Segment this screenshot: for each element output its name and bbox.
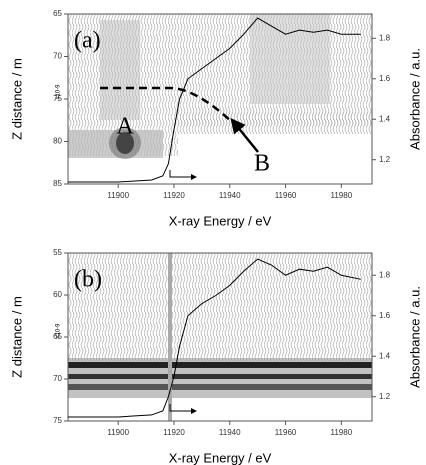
- x-tick-label: 11960: [275, 191, 297, 200]
- y-tick-label: 85: [53, 179, 62, 188]
- x-axis-label: X-ray Energy / eV: [169, 213, 272, 228]
- y2-axis-label: Absorbance / a.u.: [407, 286, 422, 388]
- absorbance-line: [68, 17, 361, 183]
- y-tick-label: 55: [53, 248, 62, 257]
- arrow: [169, 404, 197, 414]
- y2-tick-label: 1.2: [379, 155, 391, 164]
- y2-tick-label: 1.4: [379, 114, 391, 123]
- y-tick-label: 65: [53, 9, 62, 18]
- exponent-label: x10-9: [56, 323, 62, 339]
- y2-tick-label: 1.2: [379, 392, 391, 401]
- panel-label: (b): [74, 267, 102, 293]
- x-tick-label: 11980: [330, 191, 352, 200]
- y-tick-label: 70: [53, 52, 62, 61]
- contour-texture: [68, 253, 372, 421]
- x-axis-label: X-ray Energy / eV: [169, 450, 272, 465]
- y-tick-label: 60: [53, 290, 62, 299]
- y2-tick-label: 1.6: [379, 311, 391, 320]
- x-tick-label: 11920: [163, 191, 185, 200]
- y2-tick-label: 1.8: [379, 270, 391, 279]
- y2-tick-label: 1.4: [379, 351, 391, 360]
- arrow: [169, 170, 197, 180]
- x-tick-label: 11920: [163, 428, 185, 437]
- y2-tick-label: 1.6: [379, 74, 391, 83]
- contour-texture: [68, 14, 372, 159]
- y2-axis-label: Absorbance / a.u.: [407, 48, 422, 150]
- y-axis-label: Z distance / m: [9, 296, 24, 378]
- y-axis-label: Z distance / m: [9, 58, 24, 140]
- x-tick-label: 11900: [107, 191, 129, 200]
- x-tick-label: 11900: [107, 428, 129, 437]
- annotation: A: [116, 114, 134, 140]
- x-tick-label: 11960: [275, 428, 297, 437]
- exponent-label: x10-9: [56, 84, 62, 100]
- panel-label: (a): [74, 28, 101, 54]
- dashed-guide: [100, 86, 233, 123]
- y-tick-label: 65: [53, 332, 62, 341]
- x-tick-label: 11940: [219, 191, 241, 200]
- x-tick-label: 11980: [330, 428, 352, 437]
- x-tick-label: 11940: [219, 428, 241, 437]
- y2-tick-label: 1.8: [379, 33, 391, 42]
- y-tick-label: 70: [53, 374, 62, 383]
- annotation: B: [254, 151, 270, 177]
- y-tick-label: 80: [53, 137, 62, 146]
- y-tick-label: 75: [53, 94, 62, 103]
- absorbance-line: [68, 258, 361, 418]
- y-tick-label: 75: [53, 416, 62, 425]
- arrow: [230, 118, 259, 153]
